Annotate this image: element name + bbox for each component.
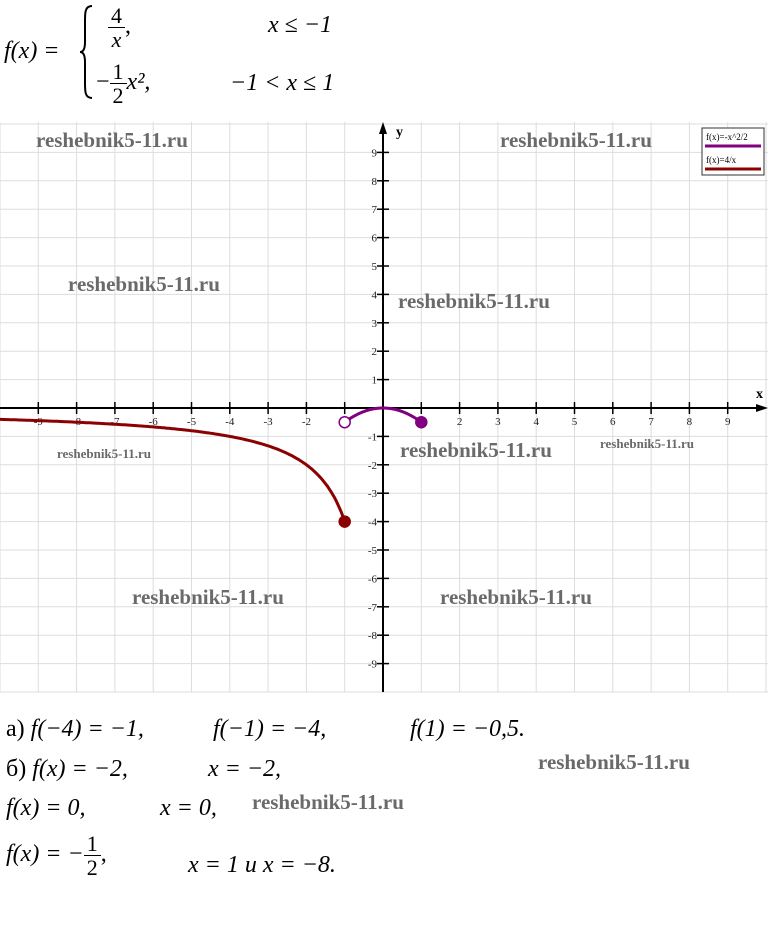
legend-label: f(x)=4/x [706,155,737,165]
watermark: reshebnik5-11.ru [252,790,404,814]
x-tick-label: 5 [572,416,578,428]
watermark: reshebnik5-11.ru [400,438,552,462]
y-tick-label: -5 [368,545,378,557]
y-tick-label: 1 [372,375,378,387]
y-tick-label: -9 [368,659,378,671]
y-tick-label: -4 [368,517,378,529]
watermark: reshebnik5-11.ru [440,585,592,609]
answer-a-2: f(−1) = −4, [213,716,327,742]
watermark: reshebnik5-11.ru [538,750,690,774]
y-tick-label: 3 [372,318,378,330]
y-axis-label: y [396,125,403,140]
watermark: reshebnik5-11.ru [57,446,152,461]
closed-endpoint [415,415,428,429]
watermark: reshebnik5-11.ru [500,128,652,152]
case-1-condition: x ≤ −1 [268,12,333,38]
x-tick-label: -2 [302,416,311,428]
y-tick-label: -8 [368,630,378,642]
watermark: reshebnik5-11.ru [398,289,550,313]
y-tick-label: -3 [368,488,378,500]
piecewise-brace [79,5,93,99]
watermark: reshebnik5-11.ru [36,128,188,152]
y-tick-label: -6 [368,573,378,585]
answer-d: f(x) = −1 2, [6,831,107,881]
x-tick-label: 6 [610,416,616,428]
x-tick-label: 7 [648,416,654,428]
x-tick-label: -5 [187,416,197,428]
watermark: reshebnik5-11.ru [132,585,284,609]
x-tick-label: 8 [687,416,693,428]
answer-d-solution: x = 1 и x = −8. [188,852,336,878]
x-tick-label: 4 [533,416,539,428]
x-axis-label: x [756,387,763,402]
answer-a: а) f(−4) = −1, [6,716,144,742]
y-axis-arrow [379,122,387,134]
x-tick-label: 2 [457,416,463,428]
answer-c: f(x) = 0, [6,795,86,821]
x-axis-arrow [756,404,768,412]
definition-lhs: f(x) = [4,38,60,64]
answer-a-3: f(1) = −0,5. [410,716,526,742]
case-2: −1 2 x², [96,59,151,109]
x-tick-label: 3 [495,416,501,428]
x-tick-label: -7 [110,416,120,428]
open-endpoint [338,415,351,429]
x-tick-label: -6 [149,416,159,428]
y-tick-label: 2 [372,346,378,358]
watermark: reshebnik5-11.ru [68,272,220,296]
legend-box [701,127,765,176]
series-curve-2 [0,417,347,523]
y-tick-label: 8 [372,176,378,188]
answer-b-solution: x = −2, [208,756,282,782]
y-tick-label: 5 [372,261,378,273]
y-tick-label: 4 [372,289,378,301]
answer-c-solution: x = 0, [160,795,217,821]
x-tick-label: -3 [264,416,274,428]
y-tick-label: -7 [368,602,378,614]
y-tick-label: 9 [372,147,378,159]
y-tick-label: -1 [368,431,377,443]
answer-b: б) f(x) = −2, [6,756,128,782]
y-tick-label: -2 [368,460,377,472]
closed-endpoint [338,515,351,528]
series-curve-1 [343,406,423,424]
x-tick-label: -4 [225,416,235,428]
y-tick-label: 6 [372,233,378,245]
legend-label: f(x)=-x^2/2 [706,132,748,142]
watermark: reshebnik5-11.ru [600,436,695,451]
y-tick-label: 7 [372,204,378,216]
x-tick-label: 9 [725,416,731,428]
case-2-condition: −1 < x ≤ 1 [230,70,335,96]
